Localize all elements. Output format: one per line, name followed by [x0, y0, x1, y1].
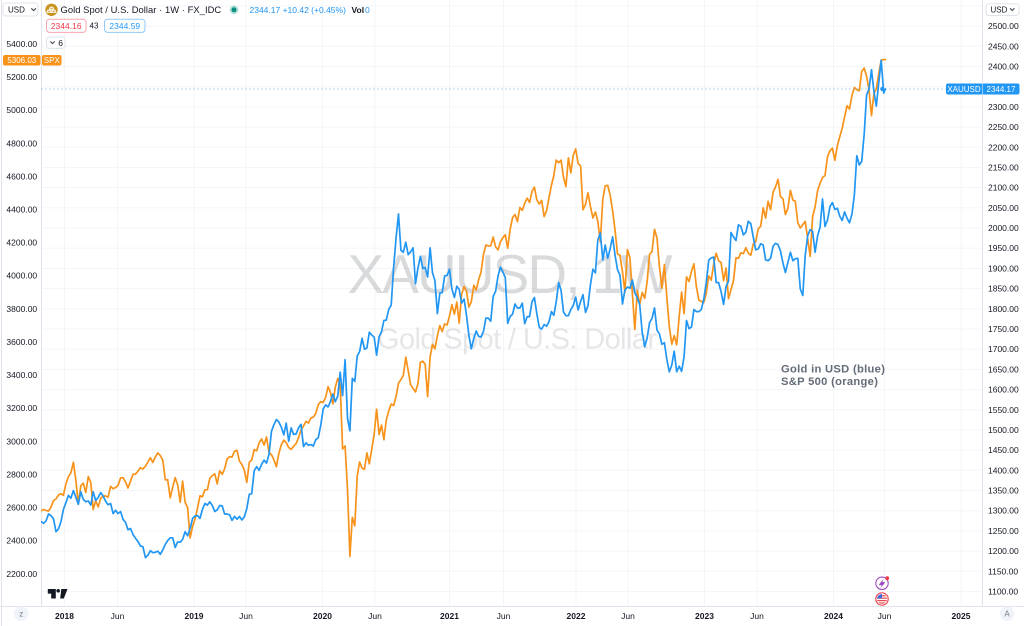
svg-text:2600.00: 2600.00 [6, 503, 37, 513]
svg-text:4000.00: 4000.00 [6, 271, 37, 281]
svg-text:2400.00: 2400.00 [6, 536, 37, 546]
svg-text:z: z [19, 610, 23, 619]
svg-text:3600.00: 3600.00 [6, 337, 37, 347]
svg-text:2018: 2018 [55, 611, 74, 621]
svg-text:2344.17 +10.42 (+0.45%): 2344.17 +10.42 (+0.45%) [250, 5, 347, 15]
svg-text:2400.00: 2400.00 [988, 62, 1019, 72]
svg-text:Gold in USD (blue): Gold in USD (blue) [781, 364, 885, 376]
svg-text:4400.00: 4400.00 [6, 205, 37, 215]
svg-text:43: 43 [90, 22, 99, 31]
svg-text:1600.00: 1600.00 [988, 385, 1019, 395]
svg-text:A: A [1004, 610, 1010, 619]
svg-text:Jun: Jun [497, 611, 511, 621]
svg-text:4600.00: 4600.00 [6, 171, 37, 181]
svg-text:2050.00: 2050.00 [988, 203, 1019, 213]
svg-text:2019: 2019 [185, 611, 204, 621]
svg-text:Gold Spot / U.S. Dollar: Gold Spot / U.S. Dollar [377, 324, 657, 356]
svg-text:2022: 2022 [567, 611, 586, 621]
svg-text:2344.17: 2344.17 [987, 85, 1016, 94]
svg-text:1450.00: 1450.00 [988, 445, 1019, 455]
svg-text:XAUUSD: XAUUSD [947, 85, 981, 94]
svg-text:0: 0 [365, 5, 370, 15]
svg-text:2200.00: 2200.00 [6, 569, 37, 579]
svg-text:2200.00: 2200.00 [988, 142, 1019, 152]
svg-text:Gold Spot / U.S. Dollar · 1W ·: Gold Spot / U.S. Dollar · 1W · FX_IDC [61, 4, 222, 15]
svg-text:2344.59: 2344.59 [109, 21, 140, 31]
svg-text:1250.00: 1250.00 [988, 526, 1019, 536]
svg-text:1200.00: 1200.00 [988, 546, 1019, 556]
svg-text:1800.00: 1800.00 [988, 304, 1019, 314]
svg-text:1650.00: 1650.00 [988, 364, 1019, 374]
svg-text:2025: 2025 [952, 611, 971, 621]
svg-text:1150.00: 1150.00 [988, 566, 1018, 576]
svg-text:1950.00: 1950.00 [988, 243, 1019, 253]
svg-text:3400.00: 3400.00 [6, 370, 37, 380]
svg-text:S&P 500 (orange): S&P 500 (orange) [781, 376, 878, 388]
svg-text:5000.00: 5000.00 [6, 105, 37, 115]
svg-text:1850.00: 1850.00 [988, 284, 1019, 294]
svg-text:2023: 2023 [695, 611, 714, 621]
svg-text:2344.16: 2344.16 [51, 21, 82, 31]
svg-text:USD: USD [8, 6, 25, 15]
svg-text:Jun: Jun [111, 611, 125, 621]
svg-text:1400.00: 1400.00 [988, 465, 1019, 475]
svg-text:Jun: Jun [621, 611, 635, 621]
svg-text:3800.00: 3800.00 [6, 304, 37, 314]
svg-text:5400.00: 5400.00 [6, 39, 37, 49]
svg-text:2500.00: 2500.00 [988, 21, 1019, 31]
svg-text:1100.00: 1100.00 [988, 587, 1018, 597]
svg-text:2250.00: 2250.00 [988, 122, 1019, 132]
svg-text:5200.00: 5200.00 [6, 72, 37, 82]
svg-text:1750.00: 1750.00 [988, 324, 1019, 334]
svg-text:Vol: Vol [352, 5, 365, 15]
svg-text:2000.00: 2000.00 [988, 223, 1019, 233]
svg-text:Jun: Jun [368, 611, 382, 621]
svg-text:1900.00: 1900.00 [988, 263, 1019, 273]
svg-text:2800.00: 2800.00 [6, 469, 37, 479]
svg-text:USD: USD [991, 5, 1008, 14]
svg-text:1300.00: 1300.00 [988, 506, 1019, 516]
svg-text:6: 6 [58, 38, 63, 48]
svg-text:XAUUSD, 1W: XAUUSD, 1W [348, 243, 673, 305]
svg-text:4800.00: 4800.00 [6, 138, 37, 148]
svg-text:2021: 2021 [440, 611, 459, 621]
svg-text:1350.00: 1350.00 [988, 486, 1019, 496]
svg-text:5306.03: 5306.03 [7, 56, 36, 65]
svg-text:2300.00: 2300.00 [988, 102, 1019, 112]
svg-text:1550.00: 1550.00 [988, 405, 1019, 415]
svg-text:3000.00: 3000.00 [6, 436, 37, 446]
svg-text:4200.00: 4200.00 [6, 238, 37, 248]
svg-text:Jun: Jun [750, 611, 764, 621]
svg-text:Jun: Jun [239, 611, 253, 621]
svg-text:1700.00: 1700.00 [988, 344, 1019, 354]
svg-text:2020: 2020 [313, 611, 332, 621]
svg-text:1500.00: 1500.00 [988, 425, 1019, 435]
svg-text:SPX: SPX [44, 56, 61, 65]
svg-text:2024: 2024 [824, 611, 843, 621]
svg-text:Jun: Jun [878, 611, 892, 621]
svg-text:2450.00: 2450.00 [988, 41, 1019, 51]
svg-text:2150.00: 2150.00 [988, 163, 1019, 173]
svg-text:3200.00: 3200.00 [6, 403, 37, 413]
svg-text:2100.00: 2100.00 [988, 183, 1019, 193]
